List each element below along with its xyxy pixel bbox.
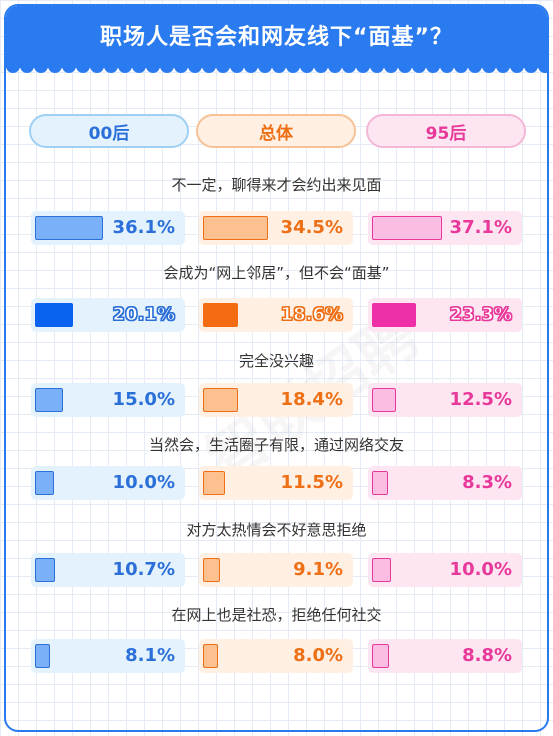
bar-95hou <box>372 216 442 240</box>
bar-95hou <box>372 303 416 327</box>
legend-label-00hou: 00后 <box>88 123 130 144</box>
bar-95hou <box>372 471 388 495</box>
bar-95hou <box>372 558 391 582</box>
value-cell-00hou: 10.0% <box>31 466 185 500</box>
value-cell-95hou: 12.5% <box>368 383 522 417</box>
value-cell-95hou: 8.3% <box>368 466 522 500</box>
category-label: 对方太热情会不好意思拒绝 <box>186 521 367 539</box>
legend-chip-overall: 总体 <box>196 114 356 148</box>
category-label: 当然会，生活圈子有限，通过网络交友 <box>148 436 404 454</box>
data-label-overall: 8.0% <box>293 645 343 666</box>
bar-00hou <box>35 216 104 240</box>
value-cell-overall: 18.6% <box>199 298 353 332</box>
data-label-overall: 11.5% <box>280 472 343 493</box>
category-label: 会成为“网上邻居”，但不会“面基” <box>163 264 390 282</box>
data-label-00hou: 15.0% <box>112 389 175 410</box>
bar-overall <box>203 471 225 495</box>
header-banner: 职场人是否会和网友线下“面基”？ <box>6 6 547 68</box>
data-label-overall: 18.4% <box>280 389 343 410</box>
data-label-overall: 18.6% <box>280 304 343 326</box>
category-label: 不一定，聊得来才会约出来见面 <box>171 176 382 194</box>
value-cell-overall: 9.1% <box>199 553 353 587</box>
value-cell-00hou: 36.1% <box>31 211 185 245</box>
legend-chip-95hou: 95后 <box>366 114 526 148</box>
bar-00hou <box>35 644 51 668</box>
value-cell-95hou: 10.0% <box>368 553 522 587</box>
value-cell-overall: 34.5% <box>199 211 353 245</box>
data-label-95hou: 8.8% <box>462 645 512 666</box>
legend-label-overall: 总体 <box>259 123 293 144</box>
bar-overall <box>203 644 219 668</box>
chart-title: 职场人是否会和网友线下“面基”？ <box>100 25 453 50</box>
legend-chip-00hou: 00后 <box>29 114 189 148</box>
value-cell-95hou: 8.8% <box>368 639 522 673</box>
data-label-00hou: 10.7% <box>112 559 175 580</box>
value-cell-00hou: 10.7% <box>31 553 185 587</box>
bar-95hou <box>372 644 389 668</box>
bar-overall <box>203 388 238 412</box>
legend-label-95hou: 95后 <box>425 123 467 144</box>
bar-overall <box>203 303 239 327</box>
value-cell-00hou: 8.1% <box>31 639 185 673</box>
bar-95hou <box>372 388 396 412</box>
category-label: 在网上也是社恐，拒绝任何社交 <box>171 606 382 624</box>
frame: 职场人是否会和网友线下“面基”？ <box>4 4 549 732</box>
value-cell-overall: 8.0% <box>199 639 353 673</box>
bar-overall <box>203 558 221 582</box>
category-label: 完全没兴趣 <box>238 352 314 370</box>
value-cell-00hou: 20.1% <box>31 298 185 332</box>
data-label-95hou: 37.1% <box>449 217 512 238</box>
bar-overall <box>203 216 269 240</box>
data-label-00hou: 36.1% <box>112 217 175 238</box>
data-label-00hou: 10.0% <box>112 472 175 493</box>
data-label-overall: 9.1% <box>293 559 343 580</box>
value-cell-95hou: 23.3% <box>368 298 522 332</box>
bar-00hou <box>35 303 73 327</box>
wave-edge <box>6 66 547 73</box>
data-label-00hou: 20.1% <box>112 304 175 326</box>
value-cell-95hou: 37.1% <box>368 211 522 245</box>
bar-00hou <box>35 471 54 495</box>
data-label-overall: 34.5% <box>280 217 343 238</box>
value-cell-overall: 11.5% <box>199 466 353 500</box>
data-label-95hou: 8.3% <box>462 472 512 493</box>
value-cell-overall: 18.4% <box>199 383 353 417</box>
data-label-95hou: 12.5% <box>449 389 512 410</box>
bar-00hou <box>35 388 64 412</box>
data-label-95hou: 23.3% <box>449 304 512 326</box>
data-label-95hou: 10.0% <box>449 559 512 580</box>
value-cell-00hou: 15.0% <box>31 383 185 417</box>
bar-00hou <box>35 558 56 582</box>
data-label-00hou: 8.1% <box>125 645 175 666</box>
